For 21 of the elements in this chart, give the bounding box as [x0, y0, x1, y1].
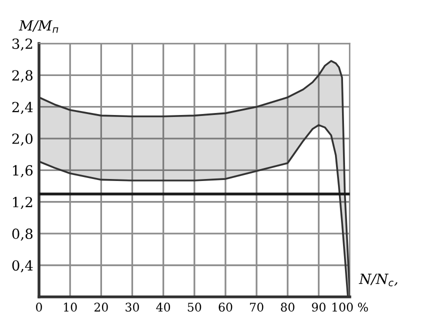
x-tick-label: 50 [188, 302, 202, 312]
x-axis-title: N/N$_{c}$, [358, 274, 398, 286]
y-tick-label: 0,8 [12, 228, 33, 241]
x-tick-label: 90 [312, 302, 326, 312]
x-tick-label: 10 [64, 302, 77, 312]
y-tick-label: 0,4 [12, 260, 33, 272]
y-axis-title: M/M$_{п}$ [18, 20, 58, 33]
y-tick-label: 2,8 [12, 70, 33, 82]
y-tick-label: 2,0 [12, 133, 33, 146]
y-tick-label: 1,2 [13, 196, 32, 210]
x-tick-label: 60 [218, 302, 232, 312]
x-tick-label: 40 [156, 302, 170, 312]
x-tick-label: 20 [94, 302, 108, 312]
x-tick-label: 30 [126, 302, 139, 312]
y-tick-label: 3,2 [12, 38, 32, 51]
x-tick-label: 70 [250, 302, 264, 312]
y-tick-label: 2,4 [12, 102, 33, 114]
y-tick-label: 1,6 [13, 165, 33, 178]
x-tick-label: 80 [280, 302, 294, 312]
x-tick-label: 0 [36, 302, 42, 312]
x-tick-label: 100 % [332, 302, 368, 312]
